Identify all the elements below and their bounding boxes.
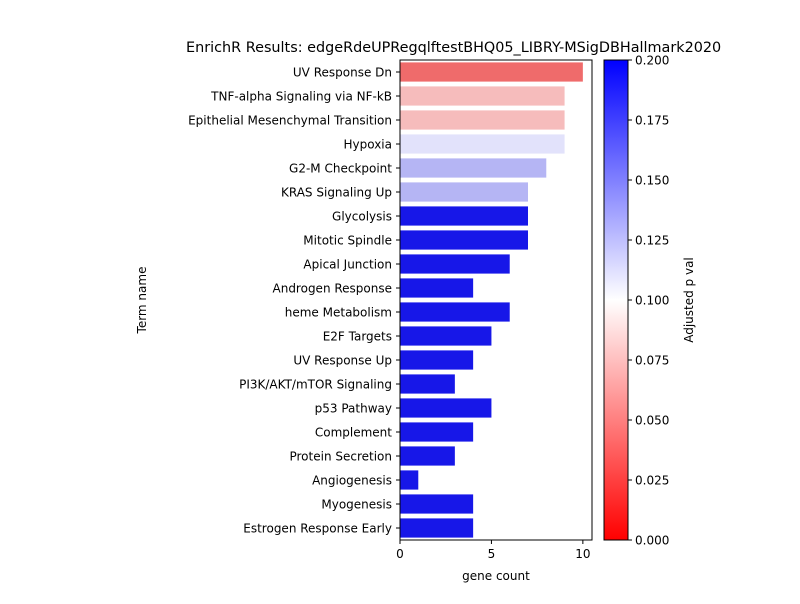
y-tick-label: KRAS Signaling Up	[281, 186, 392, 200]
bar	[400, 182, 528, 202]
y-tick-label: UV Response Dn	[293, 66, 392, 80]
colorbar: 0.000 0.025 0.050 0.075 0.100 0.125 0.150 0.175…	[603, 54, 669, 548]
bar	[400, 110, 565, 130]
colorbar-gradient	[603, 59, 629, 541]
y-tick-label: E2F Targets	[323, 330, 392, 344]
y-tick-label: TNF-alpha Signaling via NF-kB	[210, 90, 392, 104]
y-tick-label: Apical Junction	[303, 258, 392, 272]
x-tick-label: 0	[396, 547, 404, 561]
plot-frame	[399, 59, 593, 541]
y-tick-label: Hypoxia	[343, 138, 392, 152]
bar	[400, 62, 583, 82]
colorbar-tick-label: 0.200	[635, 54, 669, 68]
bar	[400, 302, 510, 322]
bar	[400, 86, 565, 106]
bar	[400, 422, 474, 442]
y-tick-label: PI3K/AKT/mTOR Signaling	[239, 378, 392, 392]
colorbar-tick-label: 0.125	[635, 234, 669, 248]
colorbar-label: Adjusted p val	[682, 257, 696, 343]
y-tick-label: Angiogenesis	[312, 474, 392, 488]
y-tick-label: Glycolysis	[332, 210, 392, 224]
bar	[400, 470, 419, 490]
bar	[400, 326, 492, 346]
colorbar-tick-label: 0.000	[635, 534, 669, 548]
colorbar-tick-label: 0.075	[635, 354, 669, 368]
chart-title: EnrichR Results: edgeRdeUPRegqlftestBHQ0…	[186, 40, 721, 56]
y-tick-label: G2-M Checkpoint	[289, 162, 392, 176]
colorbar-tick-label: 0.050	[635, 414, 669, 428]
bar	[400, 134, 565, 154]
x-tick-label: 5	[488, 547, 496, 561]
y-tick-label: Androgen Response	[273, 282, 393, 296]
colorbar-tick-label: 0.100	[635, 294, 669, 308]
y-tick-label: Mitotic Spindle	[303, 234, 392, 248]
y-tick-label: Protein Secretion	[289, 450, 392, 464]
y-tick-labels: UV Response Dn TNF-alpha Signaling via NF…	[188, 66, 400, 536]
y-tick-label: Myogenesis	[321, 498, 392, 512]
bar	[400, 230, 528, 250]
y-tick-label: p53 Pathway	[315, 402, 392, 416]
bar	[400, 278, 474, 298]
bars-layer	[400, 62, 583, 538]
bar	[400, 494, 474, 514]
y-tick-label: heme Metabolism	[285, 306, 392, 320]
colorbar-tick-label: 0.150	[635, 174, 669, 188]
bar	[400, 398, 492, 418]
colorbar-tick-label: 0.175	[635, 114, 669, 128]
bar	[400, 350, 474, 370]
y-tick-label: Complement	[315, 426, 392, 440]
x-tick-label: 10	[575, 547, 590, 561]
x-axis: 0 5 10	[396, 540, 590, 561]
bar	[400, 254, 510, 274]
y-tick-label: UV Response Up	[293, 354, 392, 368]
bar	[400, 446, 455, 466]
y-tick-label: Epithelial Mesenchymal Transition	[188, 114, 392, 128]
y-axis-label: Term name	[135, 267, 149, 335]
bar	[400, 206, 528, 226]
x-axis-label: gene count	[462, 569, 530, 583]
bar	[400, 374, 455, 394]
bar	[400, 158, 547, 178]
bar	[400, 518, 474, 538]
y-tick-label: Estrogen Response Early	[243, 522, 392, 536]
colorbar-tick-label: 0.025	[635, 474, 669, 488]
